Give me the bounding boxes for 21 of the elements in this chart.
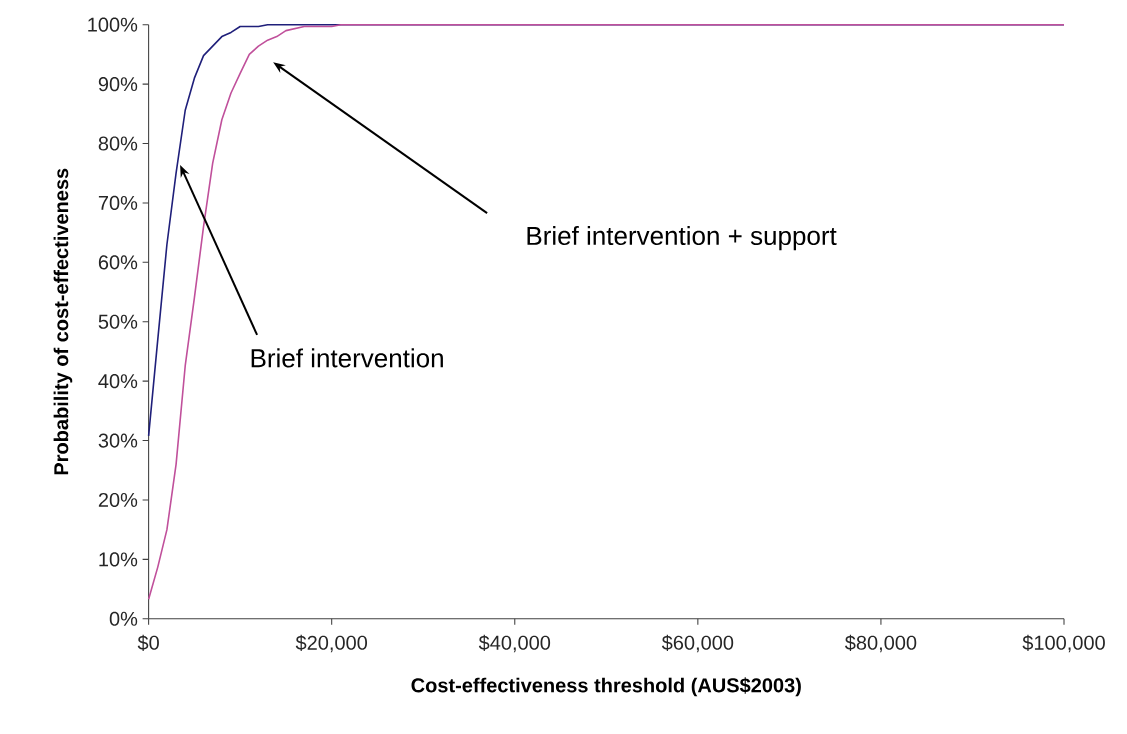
x-tick-label: $100,000 <box>1022 634 1105 653</box>
y-tick-label: 60% <box>98 255 138 270</box>
y-axis-title: Probability of cost-effectiveness <box>53 168 73 475</box>
y-tick-label: 90% <box>98 77 138 92</box>
y-tick-label: 10% <box>99 552 138 567</box>
y-tick-label: 70% <box>98 195 138 210</box>
x-tick-label: $40,000 <box>478 634 551 653</box>
x-tick-label: $80,000 <box>844 634 917 653</box>
x-tick-label: $0 <box>137 634 159 652</box>
y-tick-label: 80% <box>98 136 138 151</box>
y-tick-label: 0% <box>109 611 138 626</box>
x-tick-label: $20,000 <box>295 634 368 653</box>
annotation: Brief intervention + support <box>527 226 837 251</box>
x-tick-label: $60,000 <box>661 634 734 653</box>
y-tick-label: 20% <box>98 492 138 508</box>
y-tick-label: 40% <box>98 374 138 389</box>
annotation: Brief intervention <box>251 348 443 368</box>
y-tick-label: 50% <box>98 314 138 329</box>
y-tick-label: 100% <box>88 17 138 32</box>
x-axis-title: Cost-effectiveness threshold (AUS$2003) <box>411 677 801 697</box>
y-tick-label: 30% <box>98 433 138 448</box>
